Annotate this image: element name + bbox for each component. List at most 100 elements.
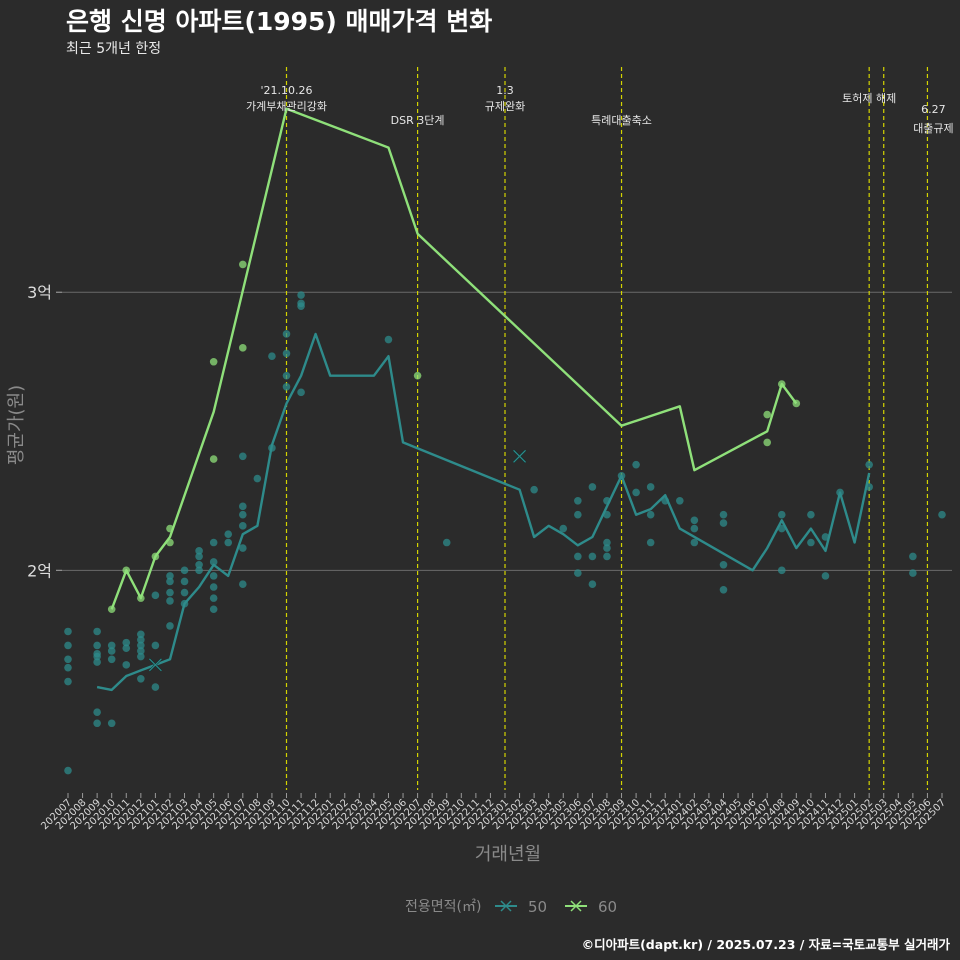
data-point-50	[574, 510, 582, 519]
data-point-50	[151, 683, 160, 691]
event-annotation: 대출규제	[913, 122, 953, 135]
data-point-50	[166, 597, 174, 605]
data-point-60	[209, 455, 218, 463]
data-point-50	[107, 647, 116, 655]
data-point-50	[821, 572, 830, 580]
data-point-50	[632, 460, 640, 469]
event-annotation: 1.3	[496, 84, 514, 97]
data-point-50	[865, 460, 873, 469]
data-point-50	[282, 371, 291, 380]
data-point-50	[777, 510, 786, 519]
data-point-50	[209, 538, 218, 547]
event-lines	[285, 67, 929, 790]
x-tick-labels: 2020072020082020092020102020112020122021…	[39, 793, 948, 832]
data-point-50	[632, 488, 640, 497]
data-point-50	[93, 719, 101, 728]
y-tick-label: 3억	[27, 283, 52, 302]
data-point-50	[180, 566, 189, 575]
data-point-50	[603, 538, 611, 547]
x-axis-label: 거래년월	[475, 844, 541, 865]
data-point-50	[938, 510, 946, 519]
x-marker-highlight	[513, 449, 526, 463]
data-point-50	[282, 349, 291, 358]
data-point-50	[151, 591, 160, 600]
data-point-50	[195, 547, 203, 555]
data-point-50	[107, 641, 116, 650]
data-point-50	[180, 588, 189, 597]
data-point-50	[588, 552, 597, 561]
event-annotation: '21.10.26	[260, 84, 312, 97]
data-point-50	[195, 566, 203, 575]
chart-title: 은행 신명 아파트(1995) 매매가격 변화	[66, 7, 493, 36]
data-point-50	[195, 552, 203, 561]
data-point-50	[64, 766, 72, 775]
data-point-50	[166, 572, 174, 580]
data-point-50	[574, 497, 582, 505]
event-annotation: DSR 3단계	[391, 114, 445, 127]
source-caption: ©디아파트(dapt.kr) / 2025.07.23 / 자료=국토교통부 실…	[581, 937, 950, 952]
data-point-50	[137, 630, 145, 639]
data-point-50	[807, 538, 815, 547]
data-point-50	[909, 552, 917, 561]
data-point-50	[530, 485, 538, 494]
data-point-50	[122, 661, 131, 669]
data-point-50	[209, 605, 218, 614]
grid-lines	[56, 291, 952, 571]
data-point-50	[690, 538, 699, 547]
data-point-50	[166, 588, 174, 597]
data-point-50	[442, 538, 451, 547]
data-point-50	[209, 583, 218, 591]
legend-title: 전용면적(㎡)	[405, 899, 481, 915]
data-point-50	[268, 352, 276, 361]
data-point-50	[137, 652, 145, 661]
data-point-50	[690, 516, 699, 525]
series-line-60	[110, 107, 798, 610]
y-tick-labels: 2억 3억	[27, 283, 52, 580]
data-point-50	[646, 538, 655, 547]
data-point-50	[209, 594, 218, 602]
data-point-50	[93, 708, 101, 716]
legend-marker-60	[570, 900, 582, 912]
data-point-50	[777, 524, 786, 533]
data-point-60	[763, 410, 771, 419]
data-point-50	[64, 663, 72, 672]
data-point-50	[282, 330, 291, 338]
data-point-50	[239, 580, 247, 589]
data-point-50	[588, 580, 597, 589]
data-point-50	[559, 524, 568, 533]
data-point-50	[603, 544, 611, 552]
data-point-50	[209, 558, 218, 566]
data-point-50	[107, 719, 116, 728]
data-point-50	[107, 655, 116, 664]
data-point-50	[224, 538, 233, 547]
data-point-50	[603, 552, 611, 561]
data-point-50	[224, 530, 233, 538]
data-point-50	[690, 524, 699, 533]
data-point-50	[151, 641, 160, 650]
data-point-50	[282, 382, 291, 391]
data-point-50	[239, 452, 247, 461]
data-point-50	[93, 641, 101, 650]
data-point-50	[64, 677, 72, 686]
data-point-50	[64, 641, 72, 650]
legend-marker-50	[500, 900, 512, 912]
data-point-50	[719, 519, 728, 527]
y-axis-label: 평균가(원)	[6, 385, 27, 465]
data-point-50	[297, 302, 305, 310]
data-point-50	[676, 497, 684, 505]
data-point-50	[719, 560, 728, 569]
data-point-50	[297, 291, 305, 299]
data-point-50	[93, 627, 101, 636]
event-annotation: 가계부채관리강화	[246, 100, 327, 113]
data-point-50	[137, 674, 145, 683]
data-point-60	[239, 260, 247, 269]
data-point-50	[909, 569, 917, 577]
event-annotation: 6.27	[921, 103, 946, 116]
data-point-50	[719, 585, 728, 594]
data-point-50	[574, 569, 582, 577]
data-point-50	[239, 510, 247, 519]
data-point-50	[646, 483, 655, 491]
data-point-50	[239, 544, 247, 552]
data-point-50	[166, 577, 174, 586]
